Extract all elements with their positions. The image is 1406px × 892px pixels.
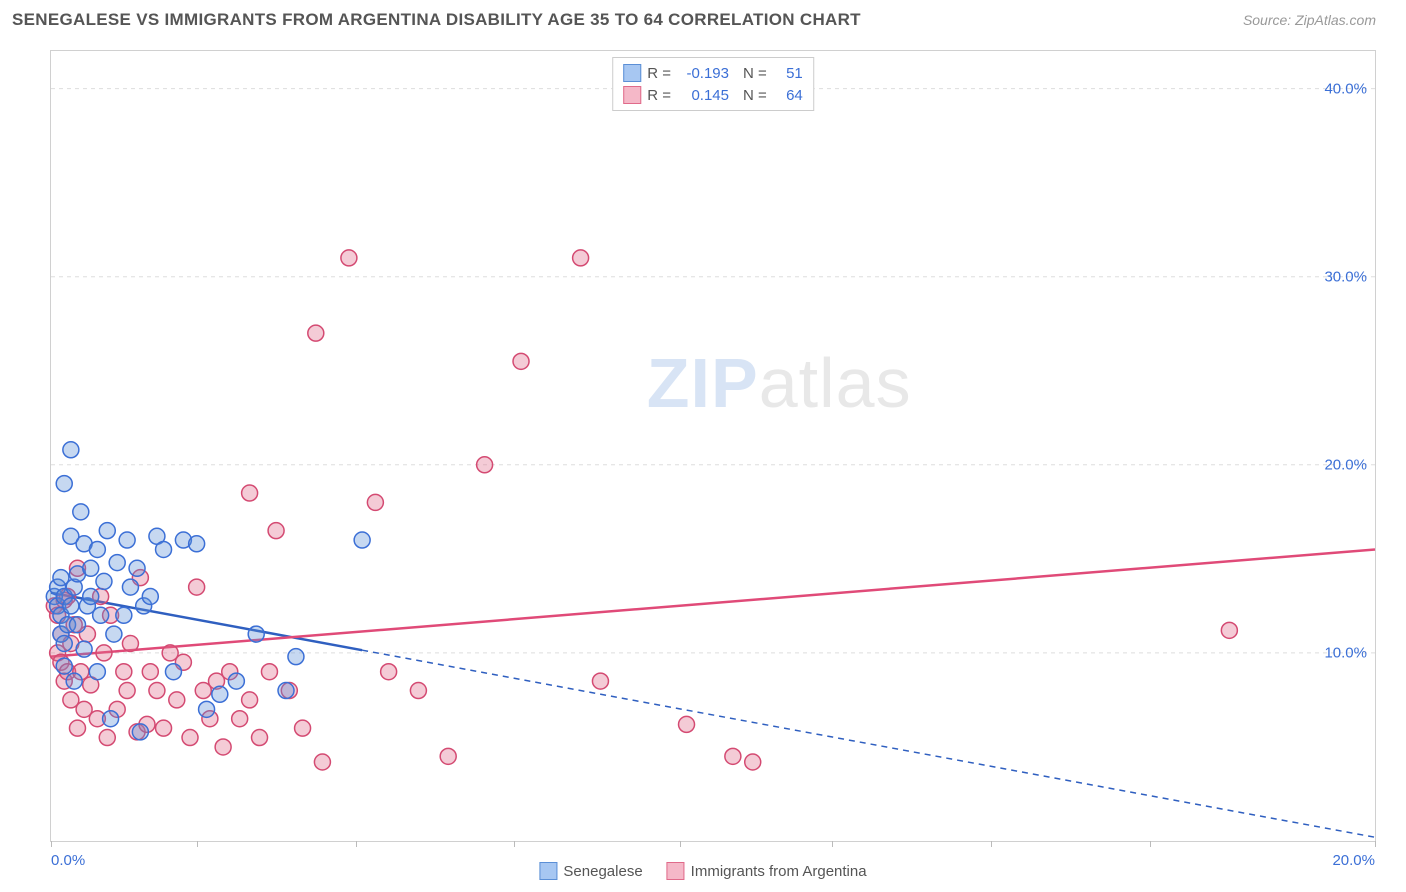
- header: SENEGALESE VS IMMIGRANTS FROM ARGENTINA …: [0, 0, 1406, 38]
- y-tick-label: 10.0%: [1324, 644, 1367, 661]
- r-value: 0.145: [677, 87, 729, 104]
- x-tick: [991, 841, 992, 847]
- legend-stats-row: R = -0.193 N = 51: [623, 62, 803, 84]
- x-tick: [51, 841, 52, 847]
- y-tick-label: 30.0%: [1324, 268, 1367, 285]
- y-tick-label: 40.0%: [1324, 80, 1367, 97]
- r-label: R =: [647, 87, 671, 104]
- swatch-senegalese: [623, 64, 641, 82]
- chart-area: ZIPatlas R = -0.193 N = 51 R = 0.145 N =…: [50, 50, 1376, 842]
- swatch-argentina: [667, 862, 685, 880]
- x-tick: [356, 841, 357, 847]
- r-value: -0.193: [677, 65, 729, 82]
- n-label: N =: [743, 65, 767, 82]
- source-label: Source: ZipAtlas.com: [1243, 12, 1376, 28]
- x-tick: [832, 841, 833, 847]
- n-value: 64: [773, 87, 803, 104]
- x-tick: [1150, 841, 1151, 847]
- chart-title: SENEGALESE VS IMMIGRANTS FROM ARGENTINA …: [12, 10, 861, 30]
- legend-stats-row: R = 0.145 N = 64: [623, 84, 803, 106]
- scatter-plot: [51, 51, 1375, 841]
- series-label: Immigrants from Argentina: [691, 863, 867, 880]
- x-tick: [1375, 841, 1376, 847]
- r-label: R =: [647, 65, 671, 82]
- legend-series: Senegalese Immigrants from Argentina: [539, 862, 866, 880]
- y-tick-label: 20.0%: [1324, 456, 1367, 473]
- legend-stats: R = -0.193 N = 51 R = 0.145 N = 64: [612, 57, 814, 111]
- series-label: Senegalese: [563, 863, 642, 880]
- swatch-senegalese: [539, 862, 557, 880]
- n-value: 51: [773, 65, 803, 82]
- n-label: N =: [743, 87, 767, 104]
- x-tick-label: 20.0%: [1332, 852, 1375, 869]
- x-tick: [514, 841, 515, 847]
- x-tick: [680, 841, 681, 847]
- swatch-argentina: [623, 86, 641, 104]
- legend-item-argentina: Immigrants from Argentina: [667, 862, 867, 880]
- x-tick: [197, 841, 198, 847]
- x-tick-label: 0.0%: [51, 852, 85, 869]
- legend-item-senegalese: Senegalese: [539, 862, 642, 880]
